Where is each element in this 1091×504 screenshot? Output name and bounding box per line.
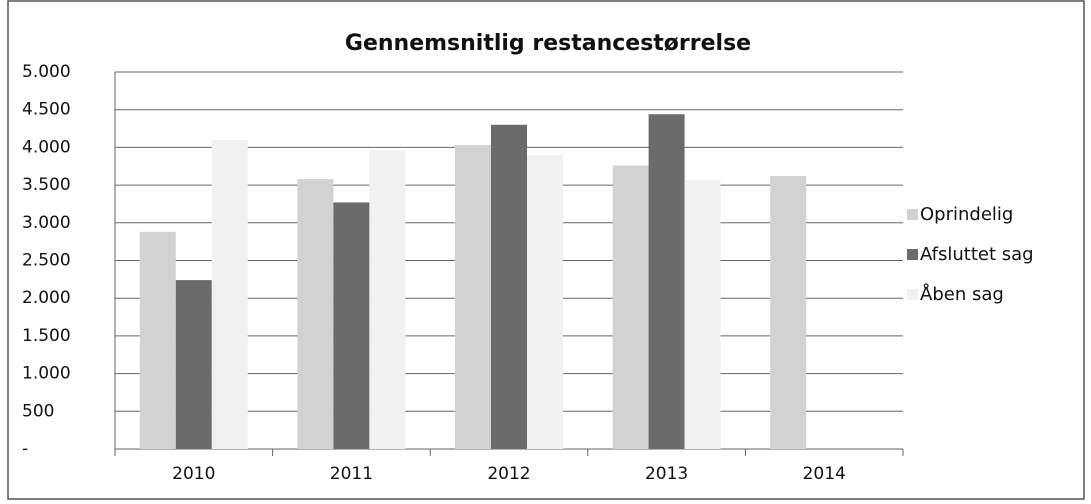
bar (527, 154, 563, 449)
bar (455, 145, 491, 449)
legend-swatch (907, 249, 918, 260)
bar (211, 139, 248, 450)
bar (612, 165, 649, 449)
x-tick-label: 2012 (487, 464, 530, 484)
y-tick-label: - (22, 439, 28, 459)
y-tick-label: 3.000 (22, 213, 71, 233)
y-tick-label: 1.500 (22, 326, 71, 346)
y-tick-label: 500 (22, 401, 54, 421)
bar (175, 280, 212, 449)
y-tick-label: 1.000 (22, 364, 71, 384)
legend-swatch (907, 209, 918, 220)
x-tick-label: 2011 (330, 464, 373, 484)
x-tick-label: 2014 (803, 464, 846, 484)
y-tick-label: 4.500 (22, 100, 71, 120)
x-tick-label: 2013 (645, 464, 688, 484)
y-tick-label: 5.000 (22, 62, 71, 82)
bar (139, 231, 176, 449)
legend-label: Åben sag (920, 283, 1004, 305)
bar (770, 176, 807, 449)
bar (491, 124, 527, 449)
bar (333, 202, 370, 449)
legend-label: Oprindelig (920, 204, 1013, 225)
y-tick-label: 2.500 (22, 251, 71, 271)
bar (297, 179, 334, 449)
y-tick-label: 4.000 (22, 137, 71, 157)
legend-swatch (907, 289, 918, 300)
bar (648, 114, 685, 449)
bar (369, 150, 406, 449)
y-tick-label: 3.500 (22, 175, 71, 195)
chart-title: Gennemsnitlig restancestørrelse (345, 31, 751, 56)
y-tick-label: 2.000 (22, 288, 71, 308)
bar (684, 179, 721, 449)
legend-label: Afsluttet sag (920, 244, 1034, 265)
x-tick-label: 2010 (172, 464, 215, 484)
